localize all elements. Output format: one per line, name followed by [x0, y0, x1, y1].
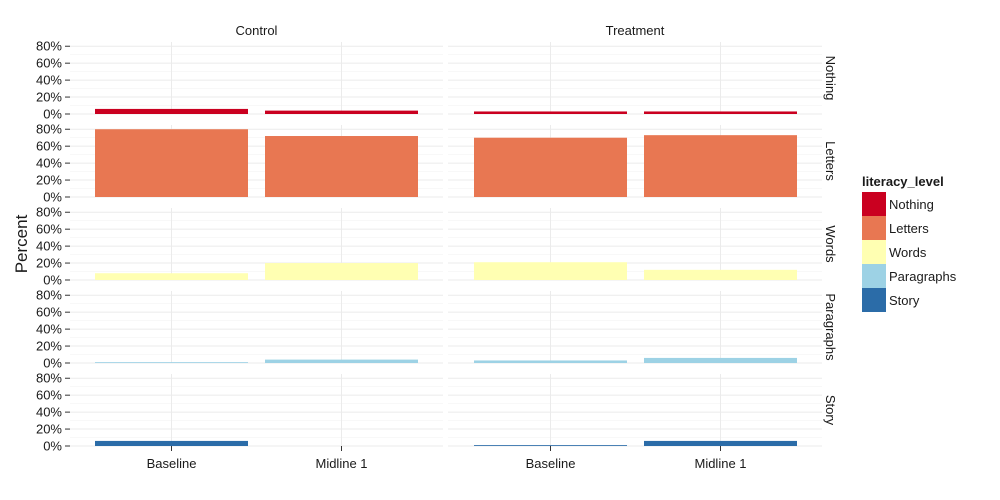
legend-swatch	[862, 264, 886, 288]
y-tick-label: 80%	[36, 371, 62, 386]
panel-background	[448, 291, 822, 363]
legend-label: Nothing	[889, 197, 934, 212]
column-strip-label: Treatment	[606, 23, 665, 38]
panel-background	[448, 42, 822, 114]
y-tick-label: 80%	[36, 39, 62, 54]
bar	[474, 360, 627, 363]
column-strip-label: Control	[236, 23, 278, 38]
y-tick-label: 40%	[36, 405, 62, 420]
panel-background	[70, 42, 443, 114]
y-tick-label: 20%	[36, 422, 62, 437]
row-strip-label: Nothing	[823, 56, 838, 101]
panel-background	[70, 291, 443, 363]
row-strip-label: Paragraphs	[823, 293, 838, 361]
y-tick-label: 0%	[43, 190, 62, 205]
y-tick-label: 60%	[36, 139, 62, 154]
row-strip-label: Story	[823, 395, 838, 426]
panel-background	[70, 374, 443, 446]
legend-label: Story	[889, 293, 920, 308]
bar	[265, 359, 418, 363]
y-axis-ticks: 0%20%40%60%80%0%20%40%60%80%0%20%40%60%8…	[36, 39, 70, 454]
bar	[95, 362, 248, 363]
y-tick-label: 40%	[36, 322, 62, 337]
y-tick-label: 20%	[36, 339, 62, 354]
bar	[644, 135, 797, 197]
bar	[95, 129, 248, 197]
bar	[265, 136, 418, 197]
legend-swatch	[862, 216, 886, 240]
y-tick-label: 0%	[43, 107, 62, 122]
y-tick-label: 80%	[36, 288, 62, 303]
y-tick-label: 60%	[36, 388, 62, 403]
y-tick-label: 40%	[36, 156, 62, 171]
legend-label: Letters	[889, 221, 929, 236]
x-axis-ticks: Baseline Midline 1 Baseline Midline 1	[147, 446, 747, 471]
legend-swatch	[862, 240, 886, 264]
y-tick-label: 20%	[36, 256, 62, 271]
y-tick-label: 0%	[43, 273, 62, 288]
legend-swatch	[862, 288, 886, 312]
legend-label: Paragraphs	[889, 269, 957, 284]
y-tick-label: 60%	[36, 305, 62, 320]
y-tick-label: 20%	[36, 90, 62, 105]
x-tick-label: Midline 1	[315, 456, 367, 471]
row-strip-label: Words	[823, 225, 838, 263]
y-tick-label: 80%	[36, 122, 62, 137]
bar	[95, 440, 248, 446]
panels	[70, 42, 822, 447]
bar	[474, 445, 627, 446]
y-tick-label: 0%	[43, 356, 62, 371]
facet-strips: Nothing Letters Words Paragraphs Story Contro…	[236, 23, 838, 426]
bars	[95, 108, 797, 446]
y-tick-label: 80%	[36, 205, 62, 220]
panel-background	[448, 374, 822, 446]
y-tick-label: 0%	[43, 439, 62, 454]
x-tick-label: Midline 1	[694, 456, 746, 471]
legend-title: literacy_level	[862, 174, 944, 189]
y-tick-label: 60%	[36, 222, 62, 237]
row-strip-label: Letters	[823, 141, 838, 181]
y-axis-title: Percent	[12, 214, 31, 273]
bar	[644, 440, 797, 446]
y-tick-label: 20%	[36, 173, 62, 188]
bar	[265, 263, 418, 280]
bar	[474, 262, 627, 280]
bar	[644, 111, 797, 114]
x-tick-label: Baseline	[147, 456, 197, 471]
y-tick-label: 40%	[36, 73, 62, 88]
legend-label: Words	[889, 245, 927, 260]
bar	[474, 137, 627, 197]
bar	[265, 110, 418, 114]
y-tick-label: 40%	[36, 239, 62, 254]
legend-swatch	[862, 192, 886, 216]
legend: literacy_level Nothing Letters Words Paragra…	[862, 174, 957, 312]
x-tick-label: Baseline	[526, 456, 576, 471]
bar	[644, 357, 797, 363]
bar	[95, 273, 248, 280]
bar	[644, 269, 797, 280]
bar	[95, 108, 248, 114]
y-tick-label: 60%	[36, 56, 62, 71]
bar	[474, 111, 627, 114]
